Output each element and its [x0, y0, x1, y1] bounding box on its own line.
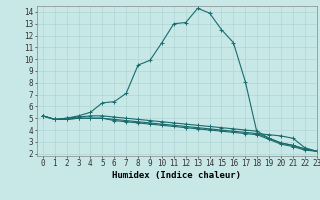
X-axis label: Humidex (Indice chaleur): Humidex (Indice chaleur)	[112, 171, 241, 180]
